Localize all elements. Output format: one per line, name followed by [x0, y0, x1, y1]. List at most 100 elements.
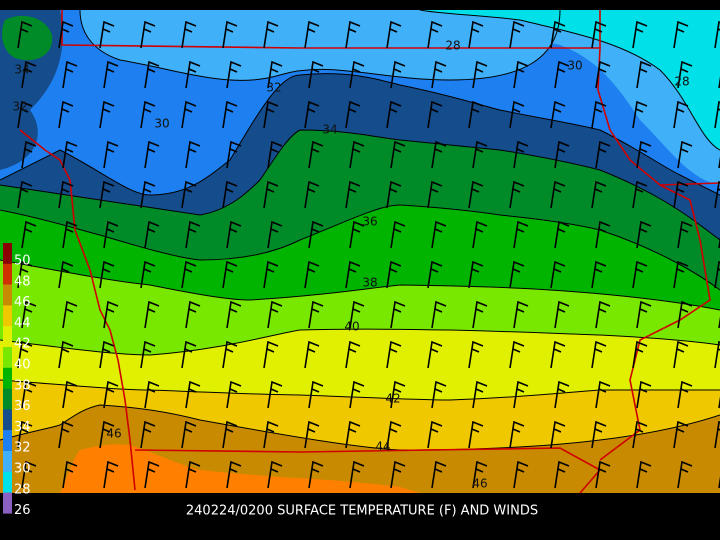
- contour-label: 30: [567, 59, 582, 73]
- wind-barb: [185, 300, 201, 329]
- temperature-field: [0, 10, 720, 493]
- wind-barb: [185, 60, 201, 89]
- wind-barb: [226, 460, 242, 489]
- wind-barb: [427, 180, 443, 209]
- legend-label: 42: [14, 337, 31, 352]
- wind-barb: [595, 60, 611, 89]
- wind-barb: [62, 60, 78, 89]
- wind-barb: [185, 380, 201, 409]
- wind-barb: [267, 300, 283, 329]
- wind-barb: [345, 260, 361, 289]
- wind-barb: [181, 420, 197, 449]
- wind-barb: [345, 20, 361, 49]
- wind-barb: [386, 100, 402, 129]
- contour-labels: 34 32 30 32 28 30 28 34 36 38 40 42 44 4…: [12, 39, 689, 491]
- wind-barb: [386, 340, 402, 369]
- wind-barb: [714, 100, 720, 129]
- wind-barb: [673, 20, 689, 49]
- legend-label: 26: [14, 503, 31, 518]
- wind-barb: [509, 260, 525, 289]
- wind-barb: [144, 220, 160, 249]
- wind-barb: [263, 100, 279, 129]
- wind-barb: [677, 460, 693, 489]
- wind-barb: [595, 460, 611, 489]
- wind-barb: [308, 60, 324, 89]
- legend-swatch: [3, 305, 12, 327]
- wind-barb: [345, 180, 361, 209]
- contour-label: 46: [106, 427, 121, 441]
- wind-barb: [714, 260, 720, 289]
- wind-barb: [427, 420, 443, 449]
- wind-barb: [140, 100, 156, 129]
- wind-barb: [62, 300, 78, 329]
- wind-barb: [58, 260, 74, 289]
- wind-barb: [472, 300, 488, 329]
- wind-barb: [632, 260, 648, 289]
- legend-swatch: [3, 492, 12, 514]
- wind-barb: [714, 340, 720, 369]
- wind-barb: [550, 100, 566, 129]
- wind-barb: [308, 220, 324, 249]
- wind-barb: [554, 220, 570, 249]
- wind-barb: [427, 100, 443, 129]
- wind-barb: [595, 140, 611, 169]
- wind-barb: [21, 300, 37, 329]
- wind-barb: [431, 220, 447, 249]
- wind-barb: [304, 100, 320, 129]
- wind-barb: [62, 220, 78, 249]
- legend-swatch: [3, 430, 12, 452]
- wind-barb: [349, 460, 365, 489]
- wind-barb: [632, 100, 648, 129]
- legend-label: 46: [14, 295, 31, 310]
- wind-barb: [17, 100, 33, 129]
- contour-label: 32: [12, 100, 27, 114]
- legend-label: 30: [14, 462, 31, 477]
- wind-barb: [390, 220, 406, 249]
- wind-barb: [554, 460, 570, 489]
- wind-barb: [103, 60, 119, 89]
- wind-barb: [226, 300, 242, 329]
- wind-barb: [140, 20, 156, 49]
- wind-barb: [308, 460, 324, 489]
- wind-barb: [468, 340, 484, 369]
- legend-swatch: [3, 243, 12, 264]
- legend-label: 50: [14, 254, 31, 269]
- wind-barb: [427, 260, 443, 289]
- wind-barb: [144, 460, 160, 489]
- wind-barb: [308, 140, 324, 169]
- contour-label: 42: [385, 392, 400, 406]
- legend-swatch: [3, 326, 12, 348]
- contour-label: 30: [154, 117, 169, 131]
- wind-barb: [554, 380, 570, 409]
- legend-swatch: [3, 471, 12, 493]
- wind-barb: [431, 300, 447, 329]
- wind-barb: [140, 420, 156, 449]
- wind-barb: [21, 140, 37, 169]
- wind-barb: [386, 20, 402, 49]
- wind-barb: [714, 420, 720, 449]
- wind-barb: [677, 60, 693, 89]
- wind-barb: [21, 380, 37, 409]
- wind-barb: [144, 60, 160, 89]
- color-legend: 50 48 46 44 42 40 38 36 34 32 30 28 26: [3, 243, 31, 518]
- wind-barb: [390, 300, 406, 329]
- contour-label: 40: [344, 320, 359, 334]
- wind-barb: [17, 420, 33, 449]
- contour-label: 38: [362, 276, 377, 290]
- legend-swatch: [3, 451, 12, 472]
- wind-barb: [632, 420, 648, 449]
- wind-barb: [17, 260, 33, 289]
- wind-barb: [99, 20, 115, 49]
- wind-barb: [140, 260, 156, 289]
- wind-barb: [181, 340, 197, 369]
- legend-label: 48: [14, 274, 31, 289]
- legend-label: 38: [14, 378, 31, 393]
- legend-swatch: [3, 284, 12, 306]
- wind-barb: [550, 260, 566, 289]
- wind-barb: [304, 420, 320, 449]
- wind-barb: [99, 340, 115, 369]
- wind-barb: [222, 20, 238, 49]
- wind-barb: [62, 380, 78, 409]
- wind-barb: [99, 260, 115, 289]
